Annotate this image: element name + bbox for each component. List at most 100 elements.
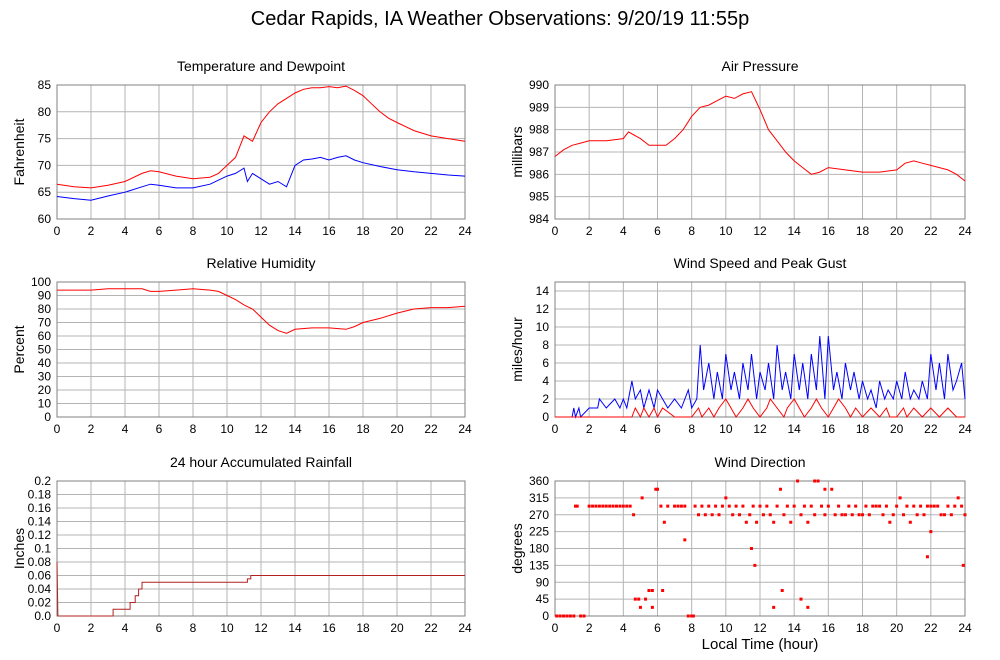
data-point	[625, 504, 629, 508]
x-tick-label: 6	[654, 224, 661, 238]
x-tick-label: 12	[753, 621, 767, 635]
data-point	[772, 605, 776, 609]
x-tick-label: 22	[924, 422, 938, 436]
x-tick-label: 14	[288, 224, 302, 238]
x-tick-label: 6	[156, 422, 163, 436]
y-tick-label: 20	[38, 383, 52, 397]
x-tick-label: 10	[220, 422, 234, 436]
data-point	[555, 614, 559, 618]
data-point	[615, 504, 618, 508]
data-point	[850, 513, 854, 517]
data-point	[775, 504, 779, 508]
y-tick-label: 14	[536, 284, 550, 298]
data-point	[690, 614, 694, 618]
data-point	[693, 504, 697, 508]
series-line-0	[57, 288, 466, 334]
data-point	[565, 614, 569, 618]
data-point	[579, 614, 583, 618]
x-tick-label: 8	[190, 621, 197, 635]
data-point	[679, 504, 683, 508]
data-point	[638, 605, 642, 609]
x-tick-label: 4	[620, 621, 627, 635]
x-tick-label: 20	[390, 422, 404, 436]
data-point	[813, 479, 817, 483]
x-tick-label: 2	[88, 621, 95, 635]
y-tick-label: 10	[536, 320, 550, 334]
y-axis-label: Fahrenheit	[11, 118, 27, 185]
x-tick-label: 8	[190, 422, 197, 436]
series-line-0	[56, 85, 466, 189]
y-tick-label: 40	[38, 356, 52, 370]
y-tick-label: 0.06	[28, 569, 52, 583]
data-point	[943, 513, 946, 517]
y-tick-label: 0.04	[28, 582, 52, 596]
data-point	[676, 504, 680, 508]
data-point	[961, 563, 965, 567]
data-point	[673, 504, 677, 508]
y-tick-label: 100	[31, 275, 51, 289]
x-tick-label: 6	[654, 621, 661, 635]
data-point	[799, 513, 803, 517]
x-tick-label: 22	[424, 224, 438, 238]
y-tick-label: 85	[38, 78, 52, 92]
series-line-0	[56, 561, 465, 617]
y-tick-label: 30	[38, 370, 52, 384]
data-point	[847, 504, 851, 508]
data-point	[823, 513, 827, 517]
x-tick-label: 10	[220, 621, 234, 635]
x-tick-label: 24	[458, 621, 472, 635]
data-point	[738, 513, 741, 517]
data-point	[936, 504, 940, 508]
data-point	[744, 520, 748, 524]
data-point	[758, 504, 762, 508]
y-tick-label: 180	[529, 542, 549, 556]
data-point	[780, 589, 784, 592]
data-point	[806, 605, 810, 609]
x-tick-label: 18	[356, 422, 370, 436]
data-point	[912, 504, 916, 508]
series-line-0	[555, 335, 966, 419]
data-point	[601, 504, 605, 508]
data-point	[823, 487, 827, 491]
x-tick-label: 4	[620, 422, 627, 436]
data-point	[854, 504, 858, 508]
x-tick-label: 4	[122, 224, 129, 238]
y-tick-label: 0.2	[34, 474, 51, 488]
data-point	[857, 513, 861, 517]
data-point	[956, 496, 960, 500]
data-point	[802, 504, 806, 508]
y-tick-label: 985	[529, 190, 549, 204]
x-tick-label: 24	[458, 422, 472, 436]
data-point	[621, 504, 625, 508]
data-point	[748, 513, 752, 517]
data-point	[720, 504, 724, 508]
plot-frame	[554, 84, 966, 220]
chart-title: 24 hour Accumulated Rainfall	[170, 454, 352, 470]
x-tick-label: 12	[753, 422, 767, 436]
y-axis-label: Percent	[11, 325, 27, 373]
data-point	[902, 513, 905, 517]
x-tick-label: 8	[688, 422, 695, 436]
y-tick-label: 4	[542, 374, 549, 388]
data-point	[731, 513, 735, 517]
data-point	[633, 597, 637, 601]
data-point	[888, 520, 892, 524]
y-tick-label: 988	[529, 123, 549, 137]
x-tick-label: 2	[88, 422, 95, 436]
x-tick-label: 8	[190, 224, 197, 238]
data-point	[779, 487, 782, 491]
data-point	[960, 504, 964, 508]
x-tick-label: 10	[719, 224, 733, 238]
x-tick-label: 0	[552, 224, 559, 238]
y-tick-label: 225	[529, 525, 549, 539]
y-tick-label: 2	[542, 392, 549, 406]
data-point	[714, 504, 718, 508]
y-tick-label: 90	[38, 289, 52, 303]
data-point	[925, 555, 929, 559]
